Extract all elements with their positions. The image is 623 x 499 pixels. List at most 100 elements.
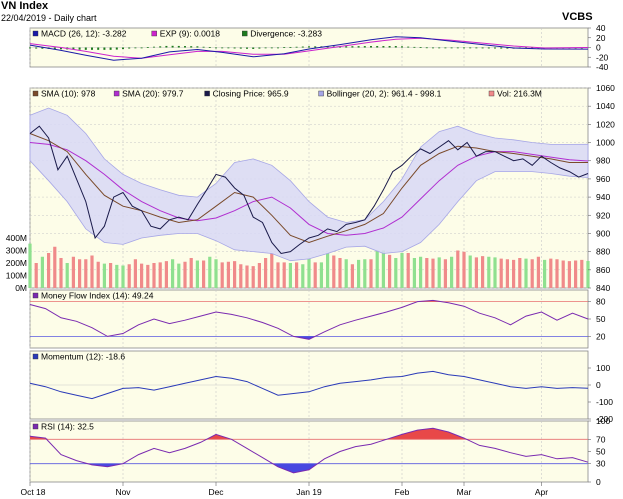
macd-divergence-bar-15 — [122, 47, 124, 50]
volume-bar-52 — [350, 264, 354, 288]
macd-divergence-bar-33 — [233, 47, 236, 49]
volume-bar-15 — [121, 265, 125, 288]
chart-subtitle: 22/04/2019 - Daily chart — [1, 13, 97, 23]
macd-divergence-bar-53 — [357, 46, 360, 48]
volume-bar-16 — [127, 264, 131, 288]
volume-bar-18 — [140, 263, 144, 288]
macd-legend-label-0: MACD (26, 12): -3.282 — [41, 29, 127, 39]
x-axis-label-5: Mar — [457, 487, 472, 497]
volume-bar-77 — [505, 259, 509, 288]
macd-divergence-bar-64 — [425, 47, 428, 49]
macd-divergence-bar-62 — [413, 46, 416, 48]
volume-tick-label-0: 400M — [6, 233, 27, 243]
macd-divergence-bar-58 — [388, 46, 391, 48]
volume-bar-43 — [295, 262, 299, 288]
macd-legend-swatch-2 — [241, 30, 248, 37]
volume-tick-label-2: 200M — [6, 258, 27, 268]
volume-bar-7 — [71, 256, 75, 288]
volume-tick-label-4: 0M — [15, 283, 27, 293]
macd-divergence-bar-69 — [456, 47, 459, 49]
volume-bar-23 — [171, 259, 175, 288]
macd-divergence-bar-71 — [469, 47, 472, 49]
macd-divergence-bar-46 — [314, 46, 317, 48]
macd-divergence-bar-37 — [258, 47, 261, 49]
volume-bar-40 — [276, 262, 280, 288]
volume-bar-27 — [195, 260, 199, 288]
volume-bar-53 — [357, 259, 361, 288]
volume-bar-41 — [282, 262, 286, 288]
volume-bar-10 — [90, 255, 94, 288]
volume-bar-37 — [257, 263, 261, 288]
volume-bar-75 — [493, 257, 497, 288]
price-ytick-label-2: 1020 — [596, 119, 615, 129]
macd-divergence-bar-48 — [326, 46, 329, 48]
volume-bar-84 — [549, 258, 553, 288]
volume-bar-83 — [543, 259, 547, 288]
volume-bar-67 — [443, 259, 447, 288]
macd-divergence-bar-72 — [475, 47, 478, 49]
volume-bar-55 — [369, 259, 373, 288]
macd-divergence-bar-74 — [487, 47, 490, 49]
macd-divergence-bar-4 — [53, 47, 56, 50]
macd-divergence-bar-19 — [146, 47, 149, 48]
macd-divergence-bar-1 — [35, 47, 38, 49]
momentum-ytick-label-3: -200 — [596, 414, 613, 424]
volume-bar-32 — [226, 261, 230, 288]
volume-bar-45 — [307, 258, 311, 288]
macd-divergence-bar-70 — [463, 47, 465, 49]
volume-bar-74 — [487, 256, 491, 288]
volume-bar-56 — [375, 250, 379, 288]
volume-bar-26 — [189, 258, 193, 288]
momentum-ytick-label-0: 100 — [596, 363, 610, 373]
volume-bar-82 — [536, 256, 540, 288]
volume-bar-81 — [530, 259, 534, 288]
macd-legend-swatch-0 — [32, 30, 39, 37]
price-legend-label-2: Closing Price: 965.9 — [213, 89, 289, 99]
macd-divergence-bar-26 — [190, 46, 193, 48]
volume-bar-21 — [158, 262, 162, 288]
volume-bar-78 — [512, 259, 516, 288]
macd-divergence-bar-10 — [91, 47, 93, 50]
volume-bar-38 — [264, 258, 268, 288]
price-ytick-label-0: 1060 — [596, 83, 615, 93]
macd-divergence-bar-73 — [481, 47, 484, 49]
price-legend-label-4: Vol: 216.3M — [497, 89, 542, 99]
volume-bar-20 — [152, 263, 156, 288]
macd-divergence-bar-63 — [419, 47, 422, 49]
macd-divergence-bar-5 — [60, 47, 62, 50]
momentum-line — [29, 370, 589, 400]
macd-divergence-bar-14 — [115, 47, 118, 50]
watermark-label: VCBS — [562, 11, 593, 23]
momentum-legend-label-0: Momentum (12): -18.6 — [41, 352, 125, 362]
volume-bar-22 — [164, 261, 168, 288]
price-legend-swatch-0 — [32, 90, 39, 97]
macd-ytick-label-0: 40 — [596, 23, 606, 33]
price-legend-swatch-2 — [204, 90, 210, 97]
macd-legend-label-1: EXP (9): 0.0018 — [160, 29, 221, 39]
momentum-legend-swatch-0 — [32, 353, 39, 360]
volume-bar-9 — [84, 259, 88, 288]
volume-bar-90 — [586, 261, 590, 288]
x-axis-label-6: Apr — [535, 487, 548, 497]
volume-bar-6 — [65, 263, 69, 288]
volume-bar-19 — [146, 264, 150, 288]
macd-divergence-bar-17 — [134, 47, 137, 49]
macd-divergence-bar-67 — [444, 47, 447, 49]
volume-bar-54 — [363, 259, 367, 288]
volume-bar-29 — [208, 256, 212, 288]
volume-bar-76 — [499, 258, 503, 288]
volume-bar-62 — [412, 258, 416, 288]
volume-bar-50 — [338, 258, 342, 288]
volume-bar-64 — [425, 258, 429, 288]
volume-bar-58 — [388, 254, 392, 288]
macd-divergence-bar-34 — [239, 47, 242, 49]
volume-bar-25 — [183, 261, 187, 288]
volume-bar-86 — [561, 260, 565, 288]
macd-divergence-bar-36 — [252, 47, 255, 49]
macd-divergence-bar-52 — [351, 46, 354, 48]
macd-divergence-bar-21 — [159, 46, 162, 48]
macd-divergence-bar-77 — [506, 47, 509, 49]
volume-bar-46 — [313, 262, 317, 288]
volume-bar-72 — [474, 257, 478, 288]
rsi-legend-label-0: RSI (14): 32.5 — [41, 422, 94, 432]
